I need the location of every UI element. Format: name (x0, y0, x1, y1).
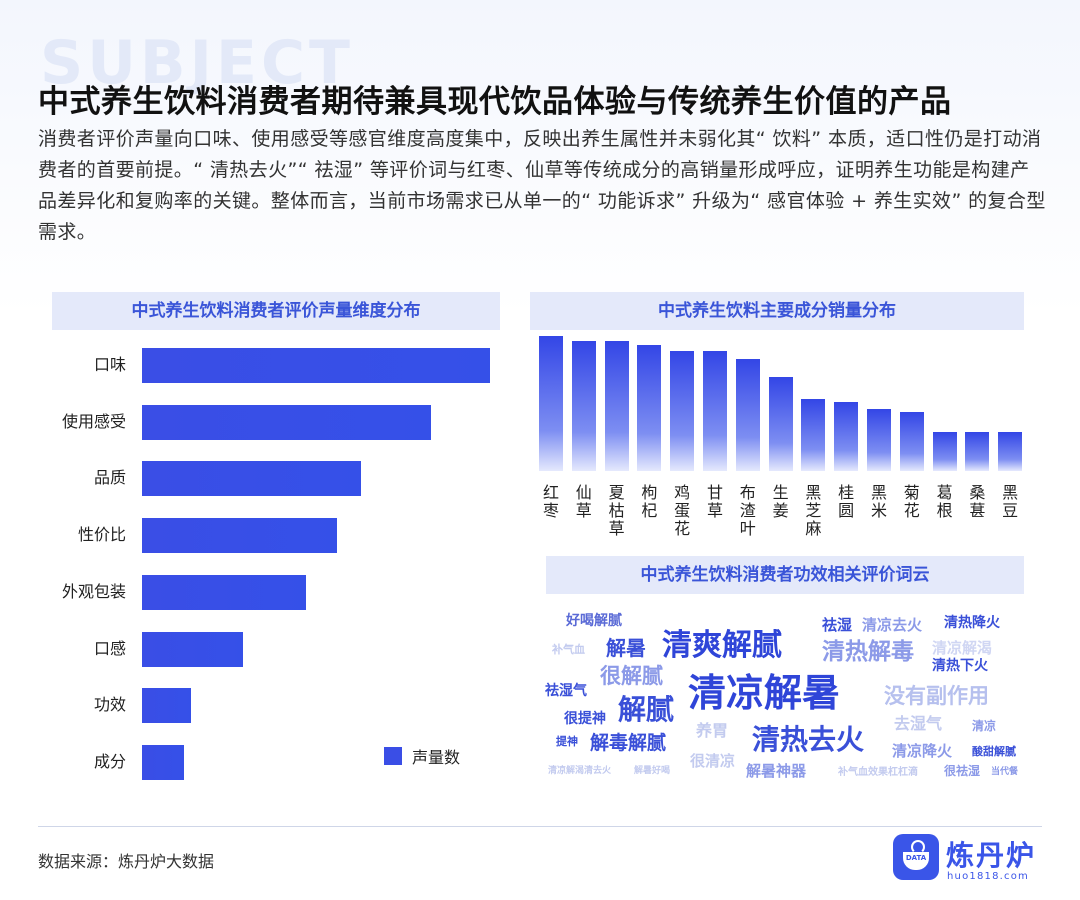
hbar-1 (142, 404, 431, 440)
cloud-word: 清凉 (972, 719, 997, 733)
cloud-word: 解暑好喝 (634, 766, 671, 776)
logo-url: huo1818.com (947, 871, 1029, 882)
cloud-word: 养胃 (696, 721, 729, 740)
cloud-word: 清凉去火 (862, 616, 923, 634)
watermark-subject: SUBJECT (40, 28, 354, 98)
hbar-label: 性价比 (77, 525, 126, 545)
hbar-label: 品质 (93, 468, 126, 488)
hbar-label: 外观包装 (61, 581, 126, 601)
legend-label: 声量数 (412, 748, 461, 767)
page-description: 消费者评价声量向口味、使用感受等感官维度高度集中，反映出养生属性并未弱化其“ 饮… (38, 128, 1046, 243)
vbar-label: 仙草 (575, 483, 592, 520)
vbar-label: 黑米 (870, 483, 887, 520)
cloud-word: 祛湿气 (545, 683, 587, 699)
vbar-0 (539, 336, 563, 471)
cloud-word: 很祛湿 (944, 764, 981, 778)
cloud-word: 清爽解腻 (662, 628, 782, 663)
vbar-8 (801, 399, 826, 471)
hbar-label: 口感 (93, 638, 126, 658)
vbar-9 (834, 402, 859, 471)
cloud-word: 清凉解渴 (932, 639, 993, 657)
vbar-label: 菊花 (903, 483, 920, 520)
hbar-0 (142, 348, 490, 383)
cloud-word: 清热降火 (944, 615, 1000, 631)
cloud-word: 解腻 (618, 693, 675, 726)
vbar-13 (965, 431, 990, 471)
hbar-7 (142, 744, 184, 780)
cloud-word: 清热解毒 (822, 639, 914, 665)
cloud-word: 祛湿 (822, 616, 853, 634)
cloud-word: 清凉解暑 (688, 671, 841, 715)
cloud-word: 解毒解腻 (590, 732, 667, 754)
vbar-7 (768, 376, 793, 471)
cloud-word: 好喝解腻 (566, 613, 622, 629)
cloud-word: 清凉解渴清去火 (548, 766, 612, 776)
vbar-label: 桂圆 (838, 483, 855, 520)
cloud-word: 很清凉 (690, 752, 736, 770)
word-cloud-title: 中式养生饮料消费者功效相关评价词云 (546, 556, 1024, 594)
vbar-label: 夏枯草 (608, 483, 625, 538)
hbar-6 (142, 688, 191, 724)
vbar-6 (735, 358, 760, 471)
cloud-word: 补气血 (552, 643, 585, 656)
vbar-chart-title: 中式养生饮料主要成分销量分布 (530, 292, 1024, 330)
cloud-word: 清凉降火 (892, 742, 953, 760)
cloud-word: 清热去火 (752, 723, 865, 756)
cloud-word: 解暑神器 (746, 762, 807, 780)
data-source: 数据来源：炼丹炉大数据 (38, 852, 215, 871)
page-title: 中式养生饮料消费者期待兼具现代饮品体验与传统养生价值的产品 (38, 84, 952, 120)
vbar-5 (703, 350, 727, 471)
logo-text: 炼丹炉 (946, 839, 1037, 872)
vbar-label: 甘草 (706, 483, 723, 520)
vbar-10 (867, 408, 891, 471)
hbar-label: 口味 (93, 355, 126, 374)
logo-badge: DATA (905, 854, 927, 862)
legend-swatch (384, 747, 402, 765)
hbar-label: 使用感受 (61, 411, 126, 431)
cloud-word: 酸甜解腻 (972, 745, 1016, 758)
cloud-word: 没有副作用 (884, 684, 989, 708)
hbar-label: 成分 (93, 751, 126, 771)
steam-icon (911, 840, 925, 854)
cup-icon (903, 852, 929, 870)
hbar-4 (142, 574, 306, 610)
cloud-word: 当代餐 (991, 767, 1019, 777)
vbar-11 (899, 411, 924, 471)
vbar-label: 鸡蛋花 (674, 483, 691, 538)
vbar-label: 布渣叶 (739, 483, 756, 538)
vbar-label: 生姜 (772, 483, 789, 520)
hbar-2 (142, 461, 362, 497)
vbar-label: 黑芝麻 (805, 483, 822, 538)
hbar-chart-title: 中式养生饮料消费者评价声量维度分布 (52, 292, 500, 330)
vbar-label: 桑葚 (969, 483, 986, 520)
cloud-word: 去湿气 (894, 714, 943, 733)
vbar-1 (571, 341, 596, 471)
vbar-label: 红枣 (542, 483, 559, 520)
cloud-word: 解暑 (606, 636, 646, 660)
vbar-label: 枸杞 (641, 483, 658, 520)
hbar-3 (142, 518, 337, 554)
vbar-label: 黑豆 (1002, 483, 1019, 520)
hbar-label: 功效 (93, 695, 126, 715)
cloud-word: 补气血效果杠杠滴 (838, 767, 918, 778)
vbar-3 (637, 345, 662, 471)
footer-divider (38, 826, 1042, 827)
cloud-word: 很提神 (564, 711, 606, 727)
vbar-14 (998, 431, 1023, 471)
vbar-2 (604, 341, 629, 471)
logo-icon: DATA (893, 834, 939, 880)
cloud-word: 很解腻 (600, 664, 663, 688)
hbar-5 (142, 631, 243, 667)
vbar-4 (670, 350, 695, 471)
cloud-word: 清热下火 (932, 658, 988, 674)
vbar-12 (932, 431, 957, 471)
cloud-word: 提神 (556, 735, 578, 748)
vbar-label: 葛根 (936, 483, 953, 520)
